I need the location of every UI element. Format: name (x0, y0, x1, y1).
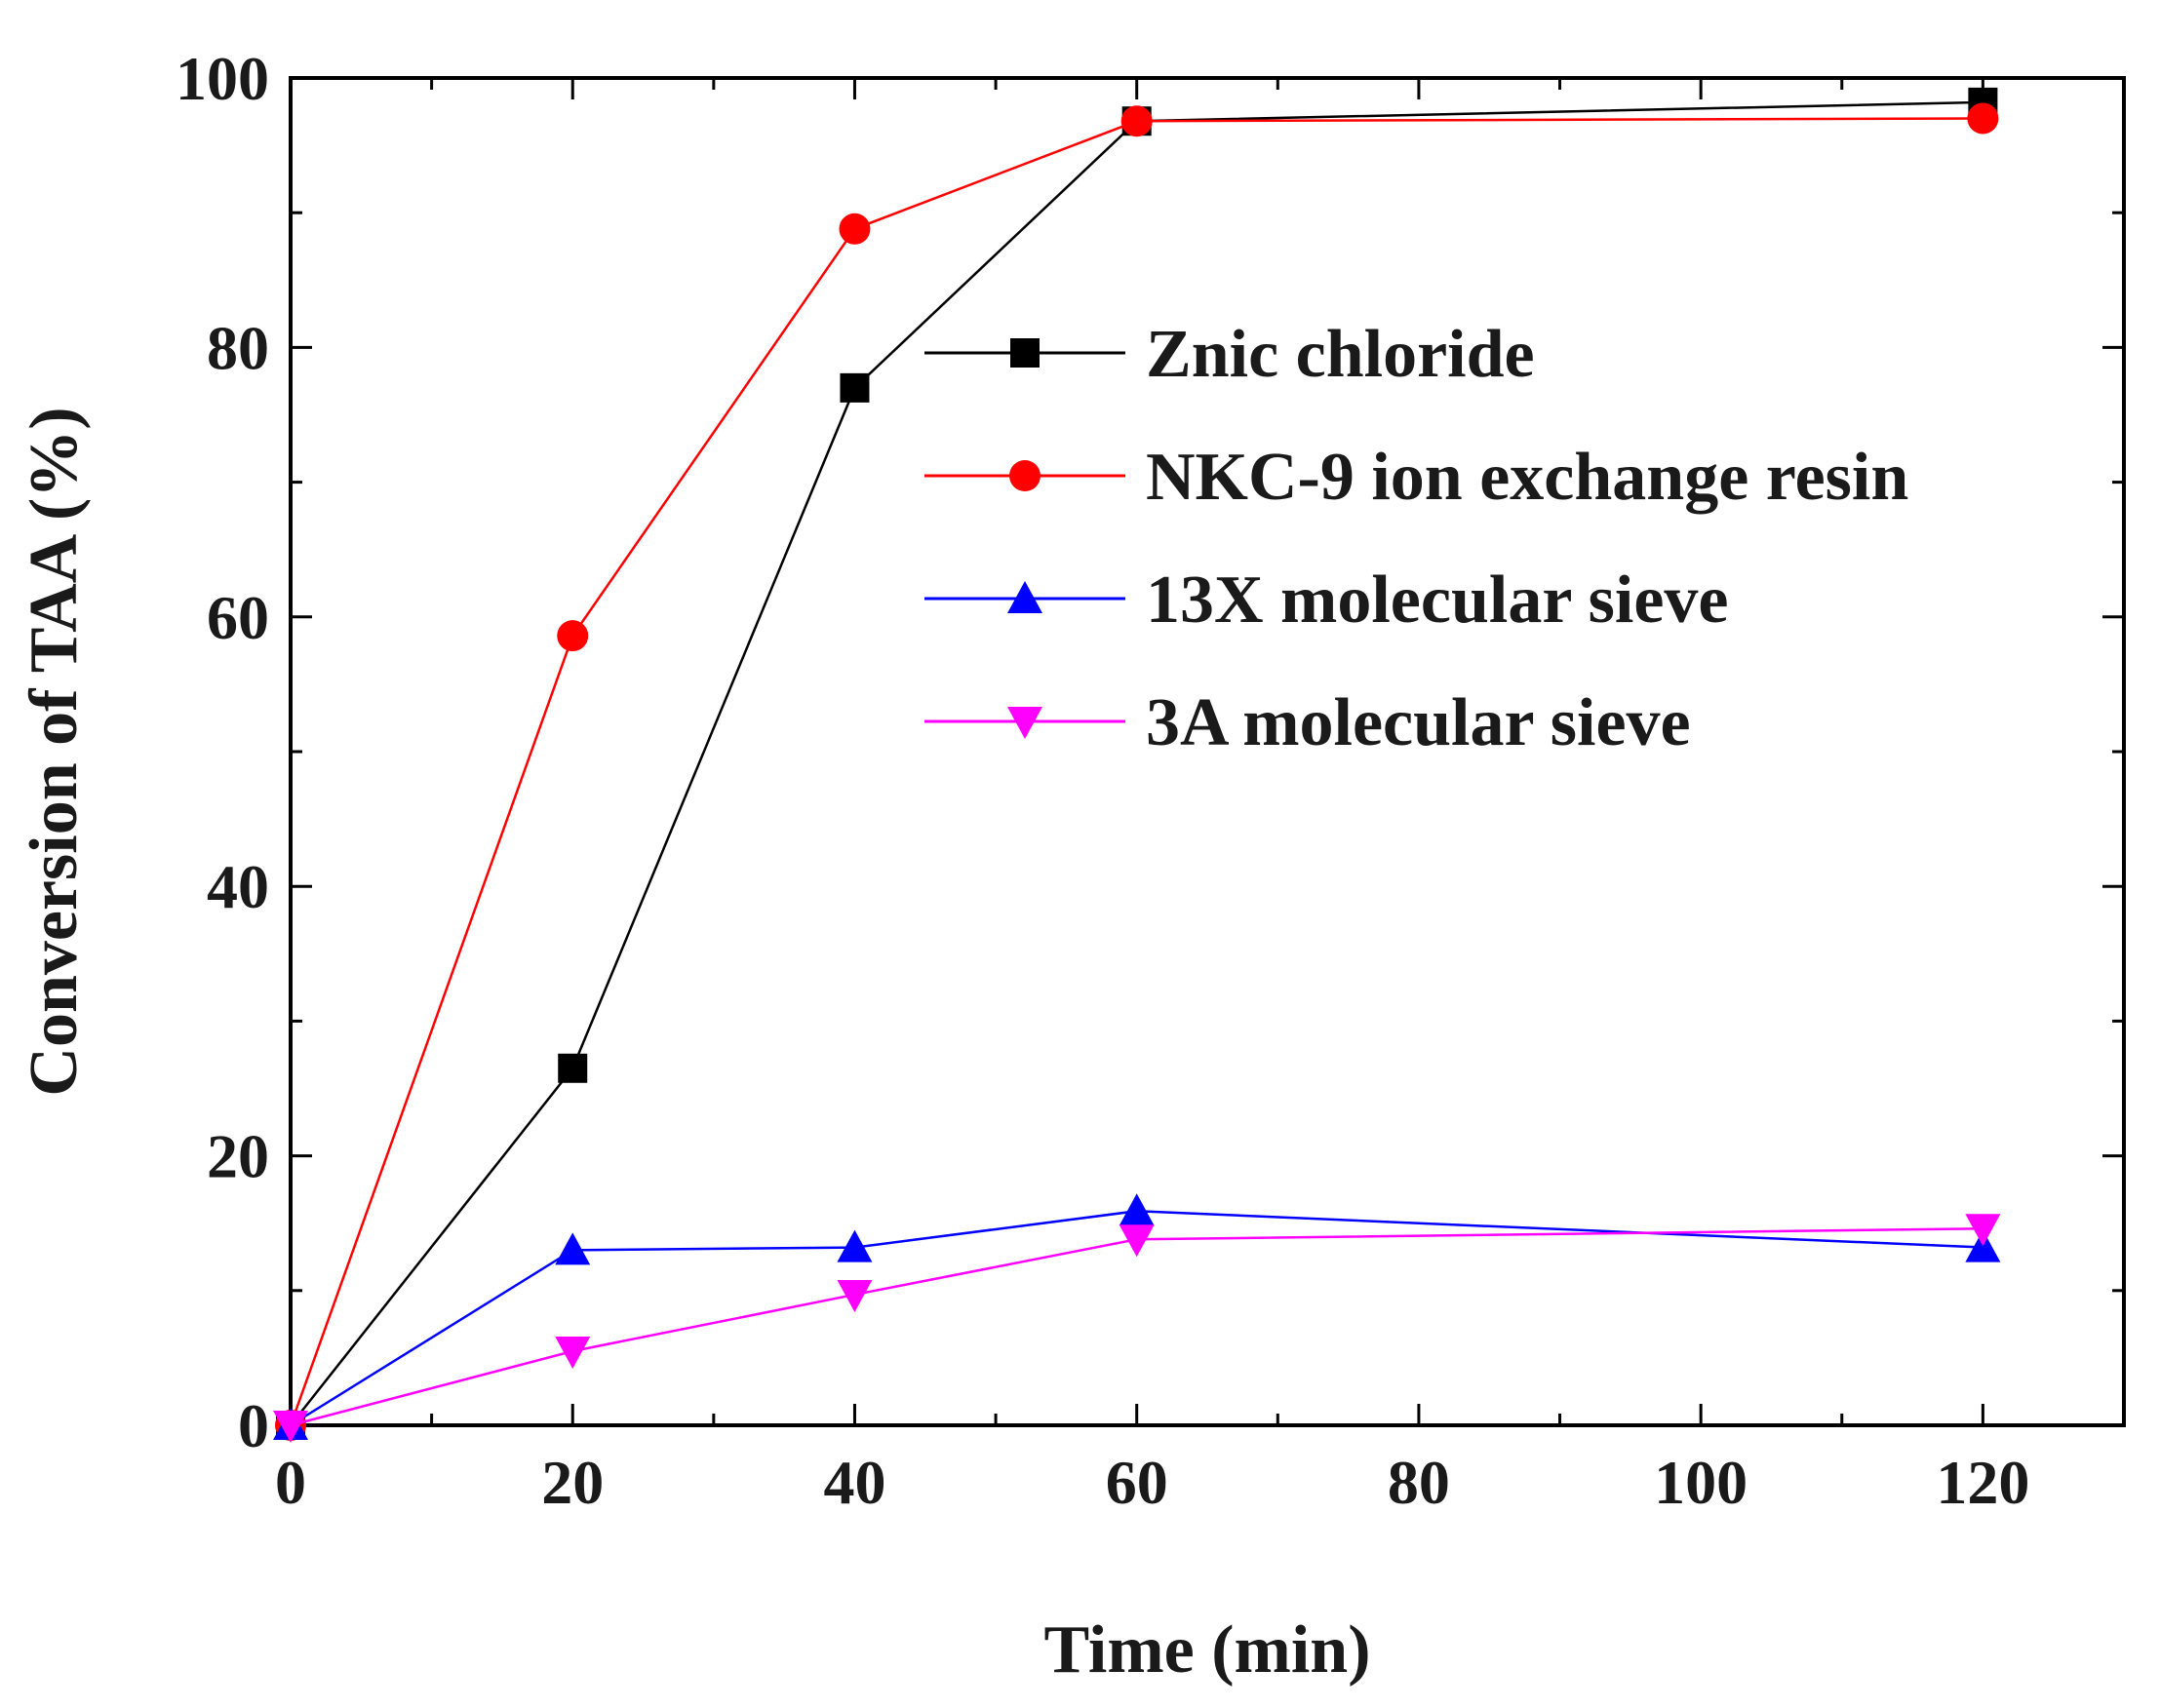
x-tick-label: 120 (1936, 1448, 2029, 1517)
x-tick-label: 0 (275, 1448, 306, 1517)
y-tick-label: 0 (238, 1391, 269, 1460)
legend-label: 3A molecular sieve (1146, 685, 1691, 760)
x-tick-label: 80 (1388, 1448, 1450, 1517)
x-axis-title: Time (min) (1043, 1612, 1370, 1688)
legend-item: NKC-9 ion exchange resin (924, 440, 1908, 515)
data-point (1120, 105, 1153, 137)
series-layer (273, 87, 2001, 1443)
series-4 (273, 1214, 2001, 1443)
data-point (1119, 1224, 1155, 1258)
legend-label: 13X molecular sieve (1146, 563, 1728, 638)
legend-label: Znic chloride (1146, 317, 1535, 392)
data-point (839, 213, 871, 245)
data-point (837, 1279, 873, 1312)
x-tick-label: 40 (823, 1448, 885, 1517)
data-point (558, 1053, 588, 1083)
x-tick-label: 20 (541, 1448, 604, 1517)
y-axis-ticks: 0 20 40 60 80 100 (176, 44, 2124, 1460)
legend-item: 3A molecular sieve (924, 685, 1691, 760)
y-tick-label: 80 (207, 313, 269, 382)
legend-marker (1010, 338, 1040, 368)
data-point (273, 1411, 308, 1443)
legend-label: NKC-9 ion exchange resin (1146, 440, 1908, 515)
legend: Znic chloride NKC-9 ion exchange resin 13X… (924, 317, 1908, 760)
y-axis-title: Conversion of TAA (%) (17, 407, 92, 1096)
data-point (1967, 102, 1999, 135)
data-point (557, 620, 589, 652)
data-point (837, 1229, 873, 1262)
legend-marker (1009, 460, 1041, 491)
series-line (290, 1226, 1983, 1427)
legend-marker (1007, 707, 1042, 739)
data-point (555, 1336, 591, 1369)
data-point (840, 372, 870, 403)
x-tick-label: 100 (1654, 1448, 1748, 1517)
data-point (555, 1232, 591, 1265)
y-tick-label: 60 (207, 583, 269, 652)
series-3 (273, 1193, 2001, 1440)
legend-item: 13X molecular sieve (924, 563, 1728, 638)
y-tick-label: 20 (207, 1122, 269, 1191)
x-axis-ticks: 0 20 40 60 80 100 120 (275, 78, 2126, 1517)
y-tick-label: 100 (176, 44, 269, 113)
legend-item: Znic chloride (924, 317, 1535, 392)
y-tick-label: 40 (207, 852, 269, 921)
data-point (1119, 1193, 1155, 1226)
data-point (1965, 1214, 2001, 1247)
x-tick-label: 60 (1106, 1448, 1168, 1517)
legend-marker (1007, 581, 1042, 613)
